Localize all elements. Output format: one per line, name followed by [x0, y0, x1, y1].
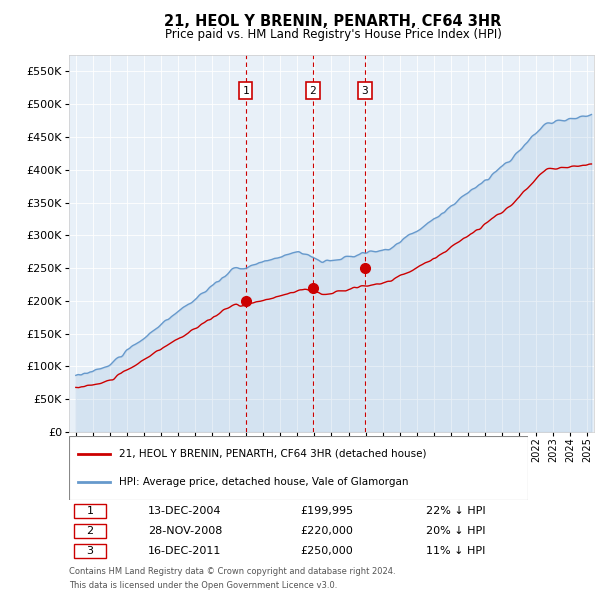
Text: Contains HM Land Registry data © Crown copyright and database right 2024.: Contains HM Land Registry data © Crown c…	[69, 566, 395, 576]
Text: 13-DEC-2004: 13-DEC-2004	[148, 506, 221, 516]
Text: 28-NOV-2008: 28-NOV-2008	[148, 526, 222, 536]
Text: 22% ↓ HPI: 22% ↓ HPI	[426, 506, 485, 516]
Text: 20% ↓ HPI: 20% ↓ HPI	[426, 526, 485, 536]
Text: This data is licensed under the Open Government Licence v3.0.: This data is licensed under the Open Gov…	[69, 582, 337, 590]
Text: 11% ↓ HPI: 11% ↓ HPI	[426, 546, 485, 556]
Text: 3: 3	[362, 86, 368, 96]
Text: 16-DEC-2011: 16-DEC-2011	[148, 546, 221, 556]
Text: 3: 3	[86, 546, 94, 556]
Text: 1: 1	[86, 506, 94, 516]
Text: £220,000: £220,000	[300, 526, 353, 536]
FancyBboxPatch shape	[74, 504, 106, 518]
Text: 1: 1	[242, 86, 249, 96]
FancyBboxPatch shape	[74, 524, 106, 538]
Text: 2: 2	[86, 526, 94, 536]
Text: 21, HEOL Y BRENIN, PENARTH, CF64 3HR: 21, HEOL Y BRENIN, PENARTH, CF64 3HR	[164, 14, 502, 30]
Text: £250,000: £250,000	[300, 546, 353, 556]
Text: Price paid vs. HM Land Registry's House Price Index (HPI): Price paid vs. HM Land Registry's House …	[164, 28, 502, 41]
Text: £199,995: £199,995	[300, 506, 353, 516]
FancyBboxPatch shape	[74, 544, 106, 558]
Text: 21, HEOL Y BRENIN, PENARTH, CF64 3HR (detached house): 21, HEOL Y BRENIN, PENARTH, CF64 3HR (de…	[119, 449, 427, 459]
Text: 2: 2	[310, 86, 316, 96]
FancyBboxPatch shape	[69, 436, 528, 500]
Text: HPI: Average price, detached house, Vale of Glamorgan: HPI: Average price, detached house, Vale…	[119, 477, 409, 487]
